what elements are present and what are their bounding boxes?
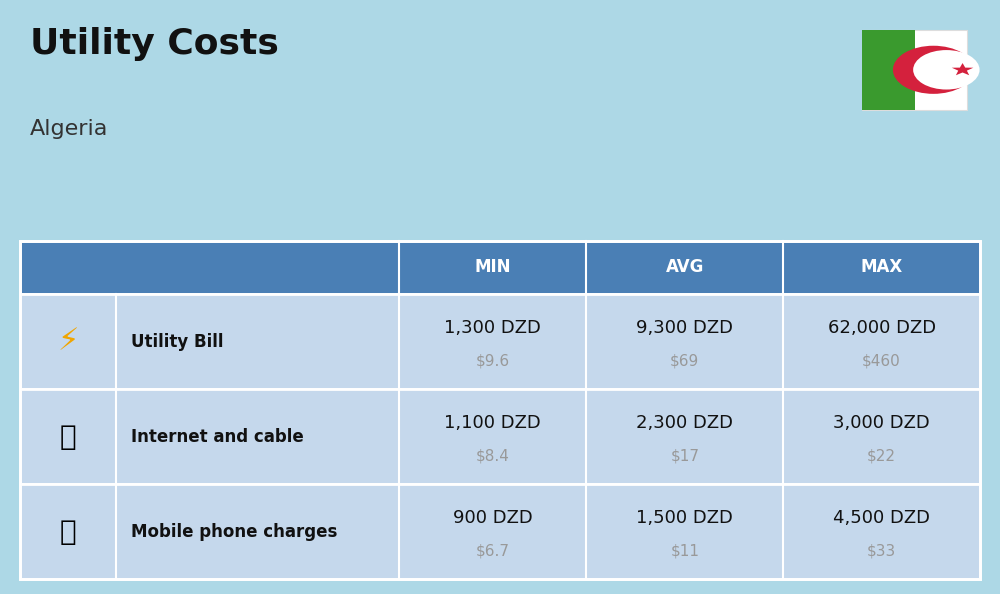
Bar bbox=[20, 484, 980, 579]
Text: 4,500 DZD: 4,500 DZD bbox=[833, 509, 930, 527]
Text: ⚡: ⚡ bbox=[57, 327, 79, 356]
Text: $9.6: $9.6 bbox=[476, 353, 510, 368]
Text: $8.4: $8.4 bbox=[476, 448, 510, 463]
Text: Mobile phone charges: Mobile phone charges bbox=[131, 523, 337, 541]
Text: AVG: AVG bbox=[666, 258, 704, 276]
Text: Utility Bill: Utility Bill bbox=[131, 333, 224, 350]
Text: 62,000 DZD: 62,000 DZD bbox=[828, 319, 936, 337]
Text: 2,300 DZD: 2,300 DZD bbox=[636, 414, 733, 432]
Text: 📱: 📱 bbox=[60, 517, 76, 546]
Text: 900 DZD: 900 DZD bbox=[453, 509, 533, 527]
Text: $17: $17 bbox=[670, 448, 699, 463]
Text: Utility Costs: Utility Costs bbox=[30, 27, 279, 61]
Bar bbox=[862, 30, 967, 110]
Text: 1,100 DZD: 1,100 DZD bbox=[444, 414, 541, 432]
Bar bbox=[20, 241, 980, 579]
Text: MIN: MIN bbox=[475, 258, 511, 276]
Circle shape bbox=[913, 50, 980, 90]
Text: 📶: 📶 bbox=[60, 422, 76, 451]
Text: $33: $33 bbox=[867, 543, 896, 558]
Text: $6.7: $6.7 bbox=[476, 543, 510, 558]
Text: $22: $22 bbox=[867, 448, 896, 463]
Text: 3,000 DZD: 3,000 DZD bbox=[833, 414, 930, 432]
Text: $69: $69 bbox=[670, 353, 699, 368]
Bar bbox=[20, 294, 980, 389]
Text: MAX: MAX bbox=[860, 258, 903, 276]
Text: 9,300 DZD: 9,300 DZD bbox=[636, 319, 733, 337]
Circle shape bbox=[893, 46, 974, 94]
Text: $460: $460 bbox=[862, 353, 901, 368]
Polygon shape bbox=[952, 63, 973, 75]
Text: $11: $11 bbox=[670, 543, 699, 558]
Text: 1,500 DZD: 1,500 DZD bbox=[636, 509, 733, 527]
Text: 1,300 DZD: 1,300 DZD bbox=[444, 319, 541, 337]
Bar bbox=[20, 241, 980, 294]
Bar bbox=[862, 30, 914, 110]
Text: Internet and cable: Internet and cable bbox=[131, 428, 304, 446]
Text: Algeria: Algeria bbox=[30, 119, 108, 139]
Bar bbox=[20, 389, 980, 484]
